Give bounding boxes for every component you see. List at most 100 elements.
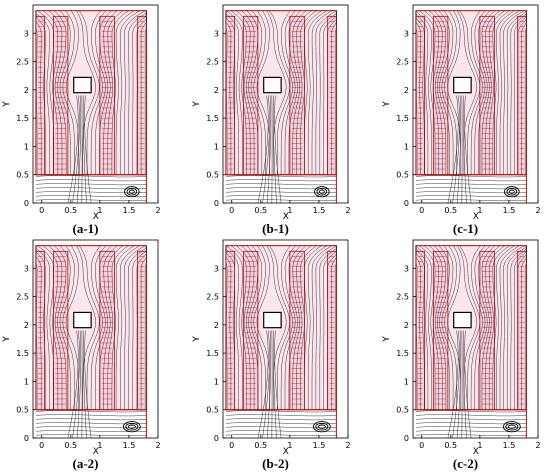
streamlines bbox=[415, 245, 527, 439]
y-tick-label: 3 bbox=[404, 29, 409, 38]
panel: 0 0.5 1 1.5 2 0 0.5 1 1.5 2 2.5 3 X Y (b-1) bbox=[192, 4, 351, 236]
y-tick-label: 1.5 bbox=[206, 114, 219, 123]
y-axis-label: Y bbox=[192, 336, 202, 343]
y-tick-label: 1.5 bbox=[16, 114, 29, 123]
x-tick-label: 0 bbox=[39, 441, 44, 450]
panel-caption: (a-1) bbox=[73, 221, 99, 236]
y-tick-label: 2.5 bbox=[16, 58, 29, 67]
rack bbox=[289, 15, 305, 176]
y-tick-label: 0 bbox=[24, 434, 29, 443]
y-tick-label: 1.5 bbox=[396, 114, 409, 123]
y-axis-label: Y bbox=[2, 336, 12, 343]
y-tick-label: 1 bbox=[404, 377, 409, 386]
x-tick-label: 1.5 bbox=[123, 441, 136, 450]
x-tick-label: 1 bbox=[477, 206, 482, 215]
vortex bbox=[127, 424, 136, 429]
y-tick-label: 0 bbox=[404, 434, 409, 443]
y-tick-label: 1 bbox=[24, 377, 29, 386]
y-tick-label: 2 bbox=[214, 321, 219, 330]
panel: 0 0.5 1 1.5 2 0 0.5 1 1.5 2 2.5 3 X Y (c-1) bbox=[382, 4, 541, 236]
x-tick-label: 0 bbox=[39, 206, 44, 215]
x-axis-label: X bbox=[93, 212, 99, 222]
plot-frame bbox=[32, 239, 159, 439]
x-tick-label: 0.5 bbox=[64, 441, 77, 450]
y-tick-label: 0.5 bbox=[206, 406, 219, 415]
obstacle bbox=[453, 311, 472, 329]
streamlines bbox=[35, 10, 147, 204]
y-tick-label: 2.5 bbox=[396, 58, 409, 67]
y-tick-label: 2.5 bbox=[206, 58, 219, 67]
y-tick-label: 0 bbox=[214, 199, 219, 208]
x-tick-label: 1.5 bbox=[313, 441, 326, 450]
vortex bbox=[502, 421, 521, 433]
panel-caption: (a-2) bbox=[73, 456, 99, 471]
y-tick-label: 0 bbox=[214, 434, 219, 443]
y-tick-label: 0.5 bbox=[16, 171, 29, 180]
obstacle bbox=[73, 311, 92, 329]
x-tick-label: 1 bbox=[97, 206, 102, 215]
y-axis-label: Y bbox=[382, 336, 392, 343]
streamlines bbox=[415, 10, 527, 204]
x-axis-label: X bbox=[473, 212, 479, 222]
panel-caption: (c-1) bbox=[453, 221, 478, 236]
obstacle bbox=[453, 76, 472, 94]
y-tick-label: 1 bbox=[24, 142, 29, 151]
y-tick-label: 1.5 bbox=[396, 349, 409, 358]
rack bbox=[242, 15, 259, 176]
x-tick-label: 2 bbox=[345, 441, 350, 450]
panel-caption: (c-2) bbox=[453, 456, 478, 471]
y-tick-label: 2 bbox=[214, 86, 219, 95]
vortex bbox=[315, 422, 329, 431]
x-tick-label: 1 bbox=[477, 441, 482, 450]
streamlines bbox=[225, 10, 337, 204]
y-tick-label: 0.5 bbox=[206, 171, 219, 180]
obstacle bbox=[263, 311, 282, 329]
x-tick-label: 1.5 bbox=[313, 206, 326, 215]
vortex bbox=[316, 187, 328, 196]
y-tick-label: 0 bbox=[404, 199, 409, 208]
y-tick-label: 2 bbox=[404, 86, 409, 95]
y-tick-label: 0 bbox=[24, 199, 29, 208]
panel: 0 0.5 1 1.5 2 0 0.5 1 1.5 2 2.5 3 X Y (c-2) bbox=[382, 239, 541, 471]
x-tick-label: 0 bbox=[229, 441, 234, 450]
vortex bbox=[508, 189, 515, 194]
y-tick-label: 2 bbox=[24, 321, 29, 330]
y-tick-label: 1.5 bbox=[16, 349, 29, 358]
y-axis-label: Y bbox=[192, 101, 202, 108]
x-tick-label: 0.5 bbox=[254, 441, 267, 450]
y-tick-label: 3 bbox=[214, 264, 219, 273]
y-tick-label: 1 bbox=[404, 142, 409, 151]
y-tick-label: 1 bbox=[214, 377, 219, 386]
plot-frame bbox=[222, 239, 349, 439]
y-tick-label: 3 bbox=[24, 264, 29, 273]
vortex bbox=[124, 186, 140, 198]
x-tick-label: 0.5 bbox=[254, 206, 267, 215]
y-tick-label: 0.5 bbox=[396, 171, 409, 180]
vortex bbox=[317, 424, 326, 429]
x-tick-label: 1 bbox=[287, 206, 292, 215]
y-tick-label: 2 bbox=[24, 86, 29, 95]
x-tick-label: 2 bbox=[345, 206, 350, 215]
x-axis-label: X bbox=[473, 447, 479, 457]
rack bbox=[242, 250, 259, 411]
y-axis-label: Y bbox=[2, 101, 12, 108]
plot-frame bbox=[222, 4, 349, 204]
obstacle bbox=[263, 76, 282, 94]
x-tick-label: 1 bbox=[287, 441, 292, 450]
x-tick-label: 1 bbox=[97, 441, 102, 450]
y-tick-label: 3 bbox=[24, 29, 29, 38]
plot-frame bbox=[412, 239, 539, 439]
panel-caption: (b-2) bbox=[262, 456, 289, 471]
streamlines bbox=[35, 245, 147, 439]
vortex bbox=[128, 189, 135, 194]
x-tick-label: 0.5 bbox=[444, 441, 457, 450]
y-axis-label: Y bbox=[382, 101, 392, 108]
x-tick-label: 0.5 bbox=[444, 206, 457, 215]
x-tick-label: 2 bbox=[535, 441, 540, 450]
panel: 0 0.5 1 1.5 2 0 0.5 1 1.5 2 2.5 3 X Y (b-2) bbox=[192, 239, 351, 471]
y-tick-label: 1.5 bbox=[206, 349, 219, 358]
rack bbox=[289, 250, 305, 411]
y-tick-label: 0.5 bbox=[396, 406, 409, 415]
